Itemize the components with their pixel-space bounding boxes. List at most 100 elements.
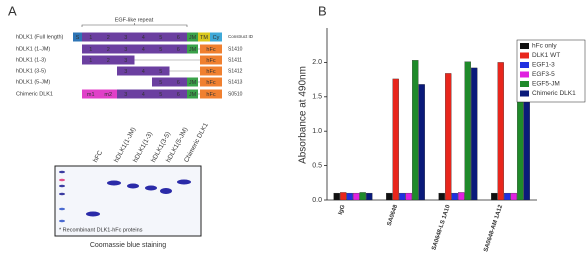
domain-label: S bbox=[76, 35, 80, 41]
domain-label: 1 bbox=[89, 47, 92, 53]
domain-label: hFc bbox=[206, 47, 215, 53]
y-tick-label: 2.0 bbox=[312, 59, 322, 66]
domain-label: 4 bbox=[142, 47, 145, 53]
domain-label: 5 bbox=[159, 47, 162, 53]
domain bbox=[134, 66, 152, 76]
repeat-label: EGF-like repeat bbox=[115, 17, 154, 23]
domain-label: 5 bbox=[159, 69, 162, 75]
domain bbox=[117, 89, 135, 99]
construct-id: S1412 bbox=[228, 68, 243, 74]
domain bbox=[152, 66, 170, 76]
domain-label: JM bbox=[189, 92, 197, 98]
domain bbox=[169, 77, 187, 87]
y-tick-label: 1.0 bbox=[312, 128, 322, 135]
lane-label: hFC bbox=[92, 149, 104, 163]
legend-swatch bbox=[520, 90, 529, 97]
domain bbox=[200, 44, 222, 54]
domain bbox=[152, 44, 170, 54]
domain-label: 6 bbox=[177, 47, 180, 53]
gel-note: * Recombinant DLK1-hFc proteins bbox=[59, 227, 143, 233]
legend-label: EGF1-3 bbox=[532, 62, 555, 69]
domain bbox=[82, 89, 100, 99]
gel-caption: Coomassie blue staining bbox=[90, 242, 166, 249]
legend-swatch bbox=[520, 81, 529, 87]
legend-label: EGF3-5 bbox=[532, 71, 555, 78]
domain-label: JM bbox=[189, 35, 197, 41]
bar bbox=[418, 84, 425, 201]
domain-label: 3 bbox=[124, 35, 127, 41]
header-note: Construct ID bbox=[228, 34, 254, 39]
domain-label: 2 bbox=[107, 47, 110, 53]
domain-label: 5 bbox=[159, 92, 162, 98]
bar bbox=[438, 192, 445, 201]
domain-label: 4 bbox=[142, 35, 145, 41]
domain bbox=[187, 89, 198, 99]
domain bbox=[200, 89, 222, 99]
construct-name: hDLK1 (Full length) bbox=[16, 34, 64, 40]
domain bbox=[187, 32, 198, 42]
lane-label: Chimeric DLK1 bbox=[183, 122, 210, 164]
domain bbox=[187, 77, 198, 87]
x-tick-label: IgG bbox=[338, 204, 347, 216]
domain-label: 6 bbox=[177, 35, 180, 41]
bar bbox=[491, 192, 498, 201]
domain bbox=[99, 44, 117, 54]
gel-bands bbox=[86, 179, 191, 217]
domain bbox=[152, 77, 170, 87]
domain-label: 4 bbox=[142, 92, 145, 98]
bar bbox=[510, 192, 517, 201]
gel bbox=[54, 165, 202, 237]
domain bbox=[210, 32, 222, 42]
y-axis-label: Absorbance at 490nm bbox=[298, 66, 309, 164]
panel-label: A bbox=[8, 3, 17, 18]
y-tick-label: 0.0 bbox=[312, 197, 322, 204]
legend-swatch bbox=[520, 52, 529, 59]
domain-label: hFc bbox=[206, 80, 215, 86]
domain bbox=[117, 66, 135, 76]
domain bbox=[82, 44, 100, 54]
construct-name: hDLK1 (1-JM) bbox=[16, 46, 50, 52]
construct-id: S1410 bbox=[228, 46, 243, 52]
domain bbox=[82, 32, 100, 42]
domain-label: Cy bbox=[213, 35, 220, 41]
bar bbox=[445, 73, 452, 201]
bar bbox=[471, 67, 478, 201]
domain bbox=[152, 89, 170, 99]
domain-label: JM bbox=[189, 80, 197, 86]
domain bbox=[169, 89, 187, 99]
domain-label: 2 bbox=[107, 58, 110, 64]
domain-label: m1 bbox=[87, 92, 95, 98]
bar bbox=[340, 192, 347, 201]
domain-label: 1 bbox=[89, 35, 92, 41]
legend-swatch bbox=[520, 43, 529, 49]
domain bbox=[152, 32, 170, 42]
bar bbox=[399, 192, 406, 201]
domain-label: 6 bbox=[177, 80, 180, 86]
domain-label: 3 bbox=[124, 58, 127, 64]
domain-label: m2 bbox=[104, 92, 112, 98]
domain-label: 3 bbox=[124, 69, 127, 75]
domain bbox=[200, 55, 222, 65]
construct-id: S1413 bbox=[228, 79, 243, 85]
domain-label: 6 bbox=[177, 92, 180, 98]
domain bbox=[73, 32, 82, 42]
marker-lane bbox=[59, 170, 65, 223]
construct-name: hDLK1 (1-3) bbox=[16, 57, 46, 63]
bar bbox=[451, 192, 458, 201]
domain bbox=[200, 66, 222, 76]
domain bbox=[169, 32, 187, 42]
bar bbox=[464, 61, 471, 201]
bar bbox=[359, 192, 366, 201]
domain-label: hFc bbox=[206, 92, 215, 98]
domain-label: 5 bbox=[159, 35, 162, 41]
domain-label: 4 bbox=[142, 69, 145, 75]
bar bbox=[353, 192, 360, 201]
bar bbox=[504, 192, 511, 201]
construct-name: hDLK1 (3-5) bbox=[16, 68, 46, 74]
construct-id: S0510 bbox=[228, 91, 243, 97]
bar bbox=[405, 192, 412, 201]
domain bbox=[134, 89, 152, 99]
domain-label: hFc bbox=[206, 58, 215, 64]
bar bbox=[346, 192, 353, 201]
